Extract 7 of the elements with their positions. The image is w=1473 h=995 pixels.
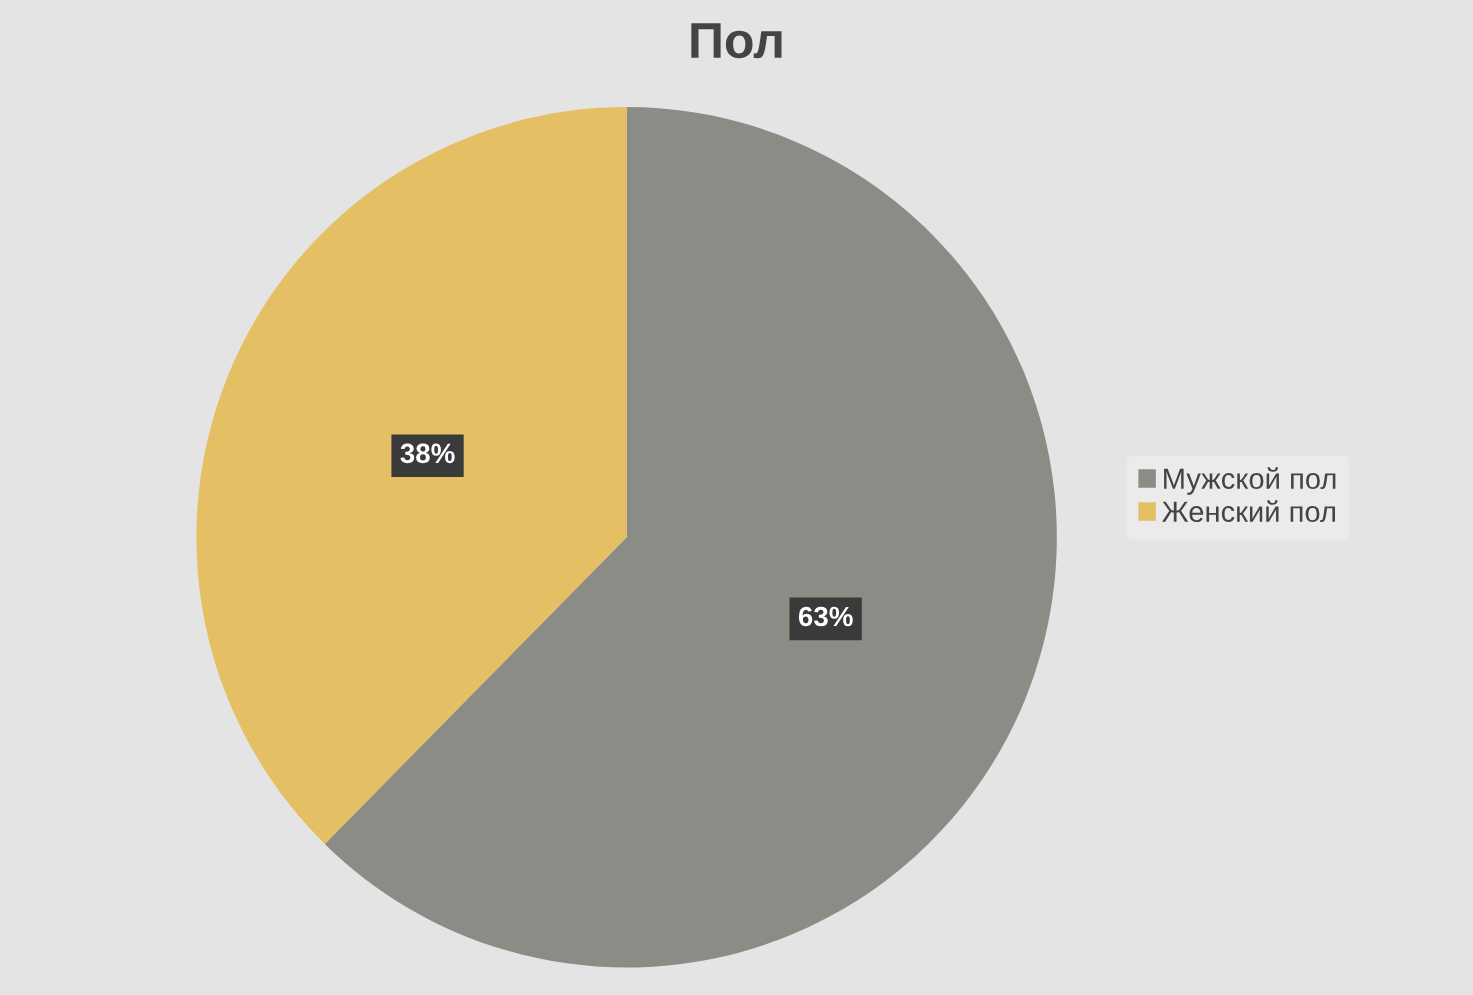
data-label: 63% <box>798 606 853 627</box>
legend-label: Женский пол <box>1162 500 1335 523</box>
legend-label: Мужской пол <box>1164 467 1336 495</box>
pie-slice <box>324 107 1057 968</box>
pie-slice <box>196 107 627 844</box>
chart-title: Пол <box>691 23 782 59</box>
data-label: 38% <box>400 443 455 464</box>
